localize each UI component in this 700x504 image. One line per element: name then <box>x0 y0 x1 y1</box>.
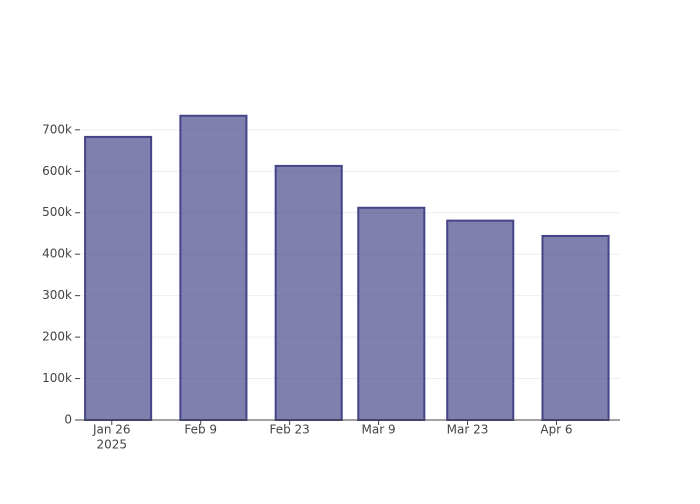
y-tick-label: 0 <box>64 413 72 427</box>
bar <box>274 164 343 421</box>
x-tick-label: Mar 9 <box>362 423 396 437</box>
y-tick-label: 200k <box>42 330 72 344</box>
y-tick-label: 500k <box>42 205 72 219</box>
x-tick-label: Mar 23 <box>447 423 489 437</box>
y-tick-label: 700k <box>42 122 72 136</box>
y-tick-label: 600k <box>42 164 72 178</box>
x-tick-label: Jan 26 <box>92 423 131 437</box>
bar <box>357 206 426 421</box>
bar <box>446 219 515 421</box>
y-tick-label: 400k <box>42 247 72 261</box>
x-tick-label: Apr 6 <box>540 423 572 437</box>
x-tick-label: Feb 23 <box>269 423 309 437</box>
bar <box>179 114 248 422</box>
bar <box>84 135 153 421</box>
bar <box>541 234 610 421</box>
x-year-label: 2025 <box>96 438 127 452</box>
x-tick-label: Feb 9 <box>184 423 217 437</box>
y-tick-label: 300k <box>42 288 72 302</box>
y-tick-label: 100k <box>42 371 72 385</box>
